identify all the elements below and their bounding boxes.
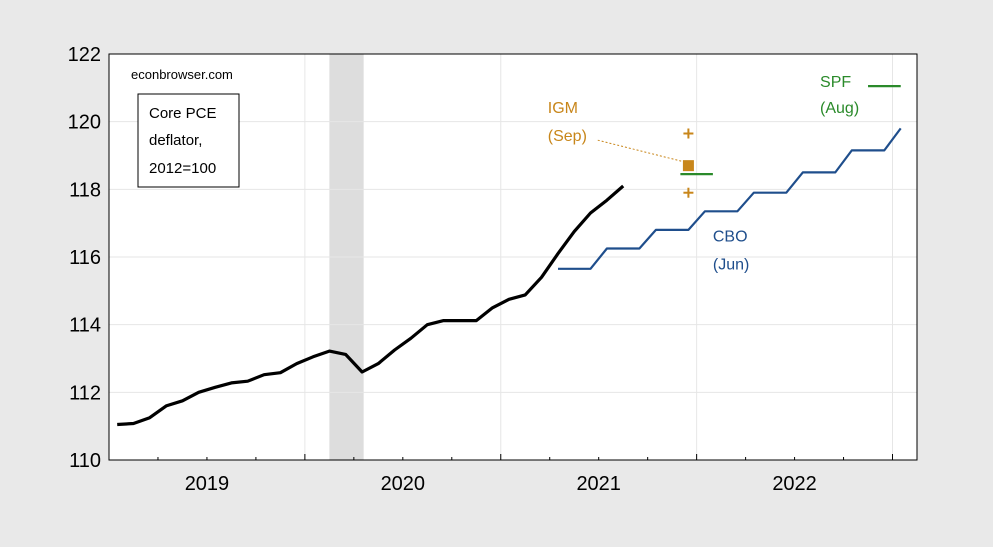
x-tick-label: 2022	[772, 473, 817, 495]
spf-label: SPF	[820, 74, 851, 91]
x-tick-label: 2021	[576, 473, 621, 495]
igm-lower-band-marker	[683, 187, 694, 198]
igm-label: IGM	[548, 100, 578, 117]
igm-point-marker	[682, 160, 694, 172]
cbo-series-line	[558, 127, 902, 270]
y-tick-label: 116	[69, 247, 101, 269]
y-tick-label: 118	[69, 179, 101, 201]
y-tick-label: 110	[69, 450, 101, 472]
y-tick-label: 122	[68, 44, 101, 66]
legend-line-2: deflator,	[149, 132, 202, 149]
plot-frame	[108, 53, 918, 461]
igm-upper-band-marker	[683, 128, 694, 139]
series-lines	[117, 85, 902, 427]
legend-box	[137, 93, 240, 188]
igm-period-label: (Sep)	[548, 128, 587, 145]
source-label: econbrowser.com	[131, 67, 233, 82]
legend-line-1: Core PCE	[149, 105, 217, 122]
cbo-label: CBO	[713, 228, 748, 245]
x-tick-label: 2019	[185, 473, 230, 495]
axes: 110 112 114 116 118 120 122 2019 2020 2021 2022	[68, 44, 894, 495]
legend-line-3: 2012=100	[149, 160, 216, 177]
gridlines	[109, 54, 917, 460]
actual-series-line	[117, 184, 625, 427]
series-labels: CBO (Jun) SPF (Aug) IGM (Sep)	[548, 74, 859, 273]
y-tick-label: 114	[69, 315, 101, 337]
y-tick-label: 112	[69, 382, 101, 404]
spf-period-label: (Aug)	[820, 100, 859, 117]
y-tick-label: 120	[68, 112, 101, 134]
cbo-period-label: (Jun)	[713, 256, 749, 273]
x-tick-label: 2020	[381, 473, 426, 495]
igm-leader-line	[597, 139, 684, 163]
